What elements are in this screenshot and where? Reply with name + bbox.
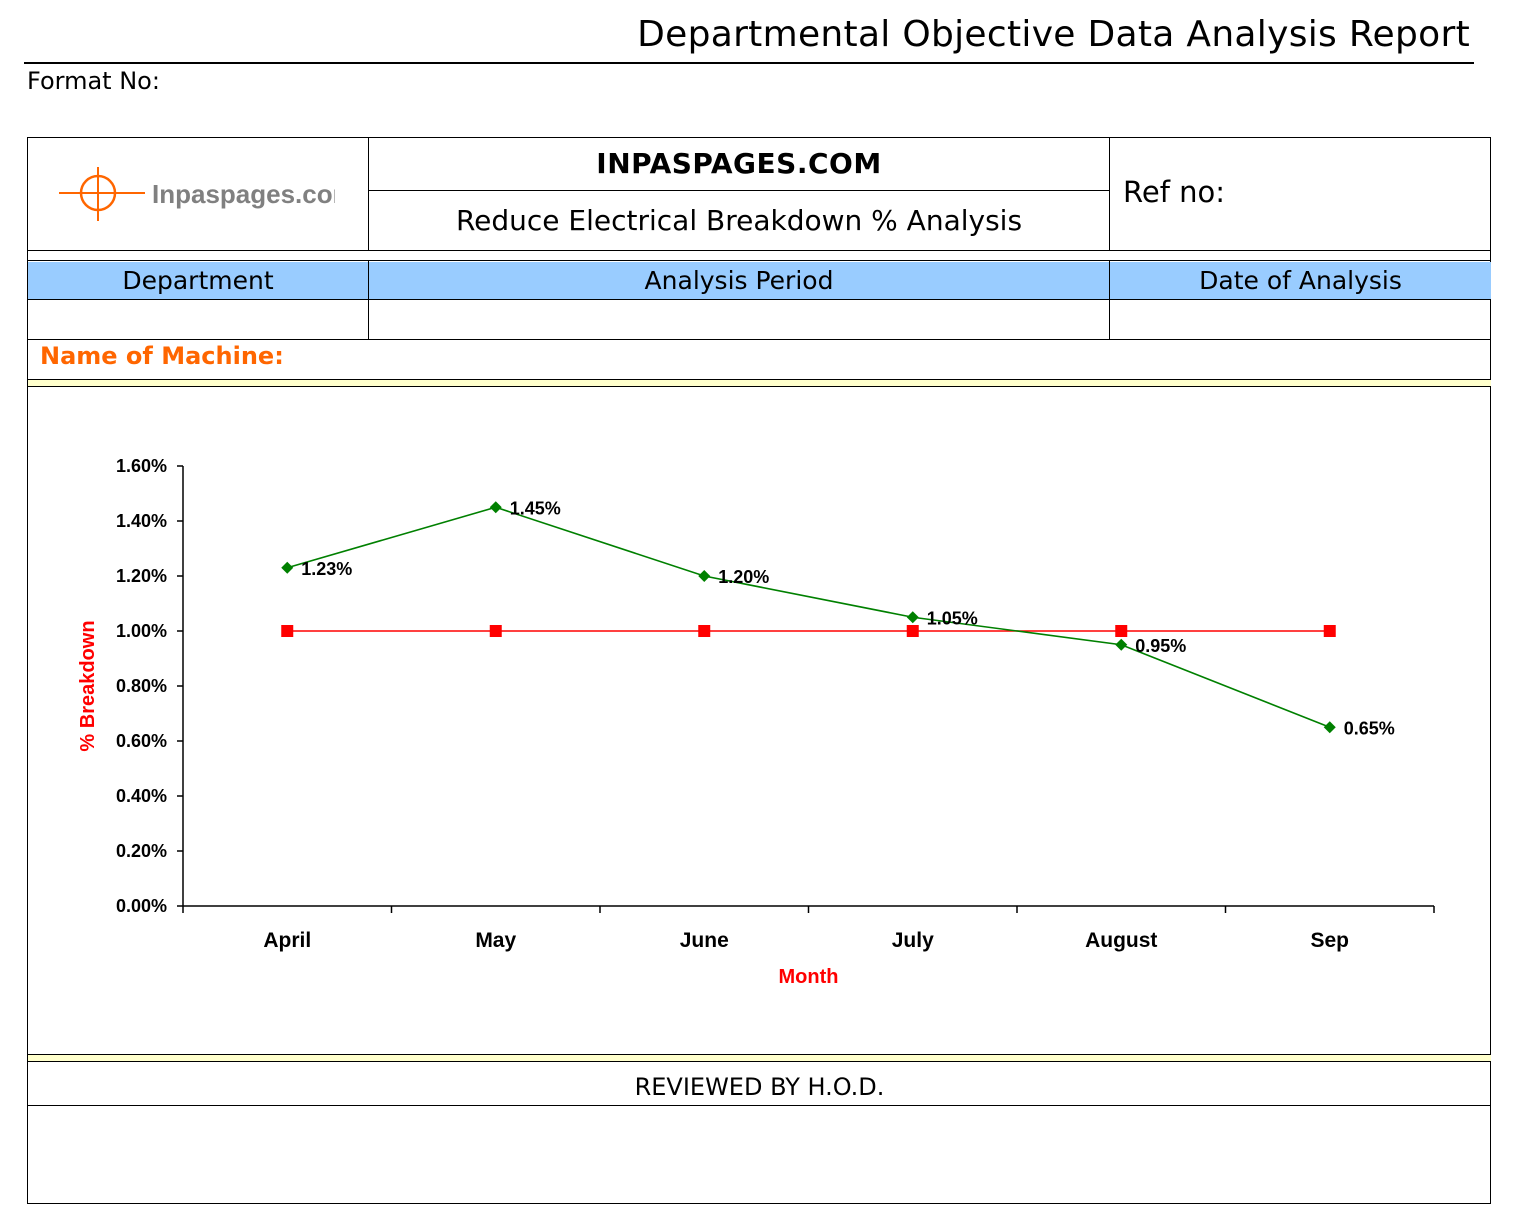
title-underline	[24, 62, 1474, 64]
header-divider-2	[1109, 138, 1110, 251]
data-label: 1.05%	[927, 608, 978, 628]
separator-band-bottom	[28, 1054, 1491, 1062]
header-divider-1	[368, 138, 369, 251]
company-name: INPASPAGES.COM	[596, 147, 882, 180]
header-bottom-line	[28, 250, 1491, 251]
series-point-1	[906, 625, 919, 637]
analysis-period-header: Analysis Period	[644, 266, 834, 295]
analysis-title: Reduce Electrical Breakdown % Analysis	[455, 204, 1023, 237]
x-axis-title: Month	[779, 966, 839, 988]
series-line-0	[287, 506, 1331, 728]
series-point-0	[1115, 638, 1128, 651]
y-tick-label: 1.00%	[116, 621, 167, 641]
series-point-1	[1115, 625, 1128, 637]
logo: Inpaspages.com	[59, 167, 335, 221]
reviewed-bottom-line	[28, 1105, 1491, 1106]
series-point-0	[1323, 721, 1336, 734]
series-point-1	[698, 625, 711, 637]
data-label: 1.23%	[301, 559, 352, 579]
info-header-band	[28, 262, 1491, 299]
date-of-analysis-value[interactable]	[1110, 300, 1491, 339]
breakdown-chart: 0.00% 0.20% 0.40% 0.60% 0.80% 1.00% 1.20% 1.40%…	[77, 456, 1435, 988]
info-bottom-line	[28, 339, 1491, 340]
series-point-0	[489, 501, 502, 514]
series-point-1	[489, 625, 502, 637]
x-tick-label: Sep	[1310, 929, 1349, 952]
series-point-1	[1323, 625, 1336, 637]
crosshair-icon	[59, 167, 145, 221]
data-label: 0.65%	[1344, 718, 1395, 738]
ref-no-label: Ref no:	[1123, 175, 1226, 209]
date-of-analysis-header: Date of Analysis	[1199, 266, 1402, 295]
header-mid-line	[369, 190, 1109, 191]
analysis-period-value[interactable]	[369, 300, 1109, 339]
department-header: Department	[122, 266, 274, 295]
separator-band-top	[28, 379, 1491, 387]
y-tick-label: 0.20%	[116, 841, 167, 861]
x-tick-label: June	[680, 929, 729, 952]
x-tick-label: July	[892, 929, 934, 952]
logo-text: Inpaspages.com	[152, 179, 335, 209]
y-tick-label: 1.20%	[116, 566, 167, 586]
info-top-line	[28, 260, 1491, 261]
series-point-1	[281, 625, 294, 637]
data-label: 0.95%	[1135, 636, 1186, 656]
y-tick-label: 0.60%	[116, 731, 167, 751]
machine-label: Name of Machine:	[40, 342, 284, 370]
report-title: Departmental Objective Data Analysis Rep…	[637, 14, 1470, 55]
y-tick-label: 0.00%	[116, 896, 167, 916]
data-label: 1.20%	[718, 567, 769, 587]
y-tick-label: 1.40%	[116, 511, 167, 531]
department-value[interactable]	[28, 300, 368, 339]
info-divider-1	[368, 260, 369, 340]
series-point-0	[906, 611, 919, 624]
y-tick-label: 1.60%	[116, 456, 167, 476]
reviewed-by-label: REVIEWED BY H.O.D.	[634, 1073, 885, 1101]
info-header-bottom	[28, 299, 1491, 300]
hod-signature-area[interactable]	[28, 1106, 1491, 1203]
series-point-0	[281, 561, 294, 574]
info-divider-2	[1109, 260, 1110, 340]
y-axis-title: % Breakdown	[77, 620, 99, 751]
x-tick-label: April	[263, 929, 311, 952]
data-label: 1.45%	[510, 498, 561, 518]
y-tick-label: 0.40%	[116, 786, 167, 806]
report-frame	[27, 137, 1491, 1204]
series-point-0	[698, 570, 711, 582]
format-no-label: Format No:	[27, 67, 160, 95]
y-tick-label: 0.80%	[116, 676, 167, 696]
x-tick-label: May	[475, 929, 516, 952]
x-tick-label: August	[1085, 929, 1157, 952]
